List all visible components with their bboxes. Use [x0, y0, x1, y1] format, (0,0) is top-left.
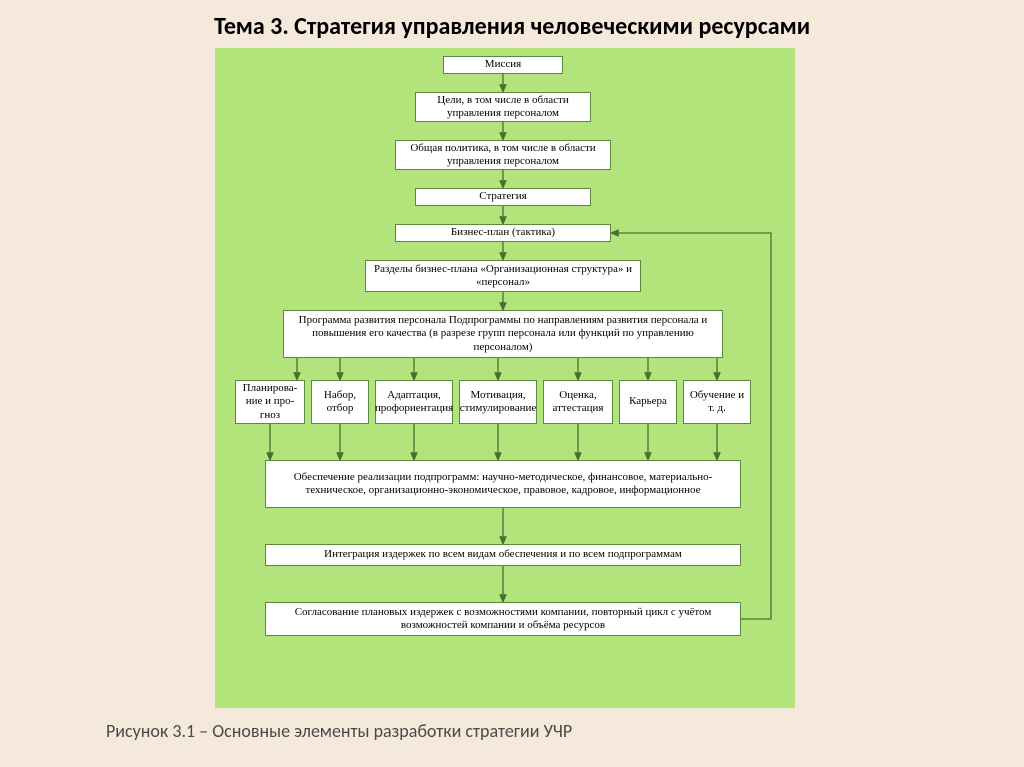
flowchart-box-b4: Стратегия [415, 188, 591, 206]
flowchart-box-b9: Интеграция издержек по всем видам обеспе… [265, 544, 741, 566]
flowchart-box-b2: Цели, в том числе в области управления п… [415, 92, 591, 122]
flowchart-box-c2: Набор, отбор [311, 380, 369, 424]
flowchart-box-c3: Адаптация, профориентация [375, 380, 453, 424]
flowchart-box-c6: Карьера [619, 380, 677, 424]
flowchart-box-c7: Обучение и т. д. [683, 380, 751, 424]
flowchart-box-c5: Оценка, аттестация [543, 380, 613, 424]
page-title: Тема 3. Стратегия управления человечески… [0, 0, 1024, 41]
flowchart-box-c1: Планирова-ние и про-гноз [235, 380, 305, 424]
flowchart-box-b3: Общая политика, в том числе в области уп… [395, 140, 611, 170]
flowchart-diagram: Миссия Цели, в том числе в области управл… [215, 48, 795, 708]
figure-caption: Рисунок 3.1 – Основные элементы разработ… [106, 720, 572, 742]
flowchart-box-b8: Обеспечение реализации подпрограмм: науч… [265, 460, 741, 508]
flowchart-box-b6: Разделы бизнес-плана «Организационная ст… [365, 260, 641, 292]
flowchart-box-b10: Согласование плановых издержек с возможн… [265, 602, 741, 636]
flowchart-box-b1: Миссия [443, 56, 563, 74]
flowchart-box-b7: Программа развития персонала Подпрограмм… [283, 310, 723, 358]
flowchart-box-b5: Бизнес-план (тактика) [395, 224, 611, 242]
flowchart-box-c4: Мотивация, стимулирование [459, 380, 537, 424]
